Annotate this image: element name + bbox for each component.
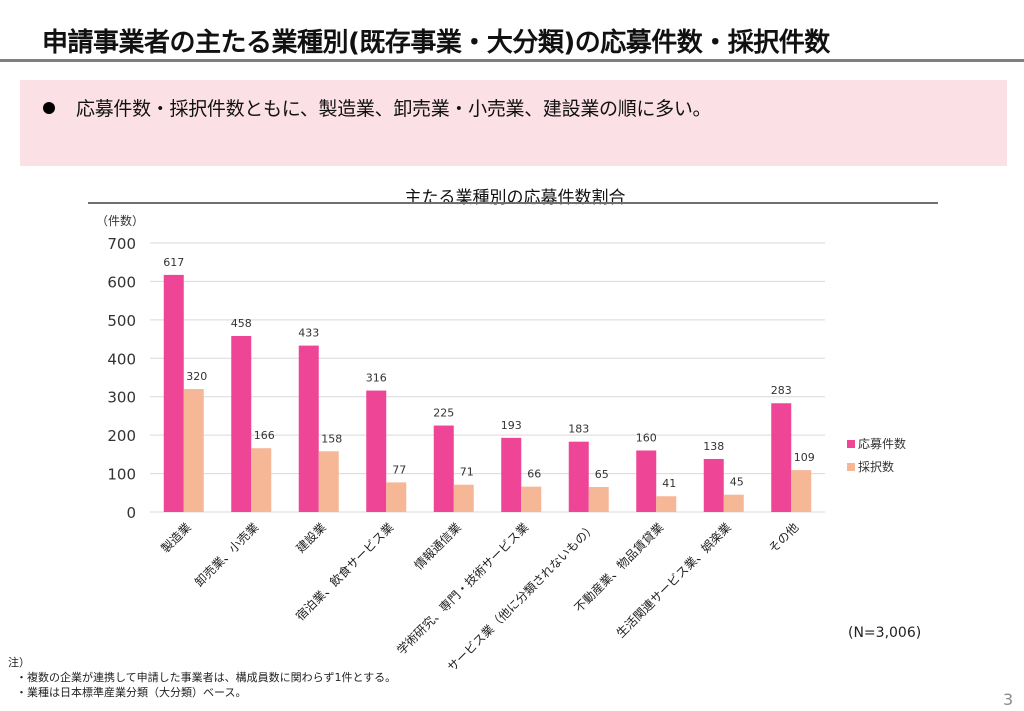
note-line: ・複数の企業が連携して申請した事業者は、構成員数に関わらず1件とする。: [16, 671, 397, 684]
data-label: 66: [527, 468, 541, 481]
y-tick-label: 700: [107, 235, 136, 253]
sample-size-annotation: (N=3,006): [848, 625, 922, 641]
notes-heading: 注）: [8, 656, 30, 669]
x-tick-label: 製造業: [159, 520, 194, 555]
legend-swatch: [847, 440, 855, 448]
y-tick-label: 100: [107, 466, 136, 484]
bar-adopted: [318, 451, 339, 512]
bar-applications: [163, 274, 184, 512]
y-tick-label: 600: [107, 273, 136, 291]
bar-applications: [501, 437, 522, 512]
data-label: 320: [186, 370, 207, 383]
bar-adopted: [386, 482, 407, 512]
x-tick-label: その他: [766, 520, 801, 555]
y-tick-label: 500: [107, 312, 136, 330]
x-tick-label: 情報通信業: [412, 520, 464, 572]
x-tick-label: サービス業（他に分類されないもの）: [445, 520, 599, 674]
y-axis: 0 100 200 300 400 500 600 700: [107, 235, 136, 522]
data-label: 109: [794, 451, 815, 464]
data-label: 77: [392, 463, 406, 476]
data-label: 193: [501, 419, 522, 432]
bar-adopted: [521, 486, 542, 512]
bar-adopted: [723, 494, 744, 512]
bar-applications: [433, 425, 454, 512]
y-tick-label: 200: [107, 427, 136, 445]
bar-applications: [771, 403, 792, 512]
data-label: 71: [460, 466, 474, 479]
data-label: 316: [366, 372, 387, 385]
data-label: 166: [254, 429, 275, 442]
page-number: 3: [1003, 690, 1014, 709]
y-tick-label: 300: [107, 389, 136, 407]
bar-applications: [366, 390, 387, 512]
data-label: 283: [771, 384, 792, 397]
bars: 617 320 458 166 433 158 316 77 225 71 193 66 183 65 16…: [163, 256, 815, 512]
page-title: 申請事業者の主たる業種別(既存事業・大分類)の応募件数・採択件数: [42, 28, 830, 58]
bar-applications: [636, 450, 657, 512]
bar-adopted: [251, 448, 272, 512]
bar-applications: [231, 335, 252, 512]
chart-title-divider: [88, 202, 938, 204]
data-label: 183: [568, 423, 589, 436]
legend-label: 応募件数: [858, 436, 906, 451]
footnotes: 注） ・複数の企業が連携して申請した事業者は、構成員数に関わらず1件とする。 ・…: [8, 655, 396, 700]
bar-adopted: [453, 484, 474, 512]
bar-applications: [703, 458, 724, 512]
data-label: 41: [662, 477, 676, 490]
x-tick-label: 生活関連サービス業、娯楽業: [614, 520, 734, 640]
bar-applications: [298, 345, 319, 512]
bar-adopted: [588, 487, 609, 512]
legend-swatch: [847, 463, 855, 471]
legend-label: 採択数: [858, 459, 894, 474]
data-label: 433: [298, 327, 319, 340]
summary-callout: 応募件数・採択件数ともに、製造業、卸売業・小売業、建設業の順に多い。: [20, 80, 1007, 166]
summary-text: 応募件数・採択件数ともに、製造業、卸売業・小売業、建設業の順に多い。: [76, 98, 712, 120]
y-tick-label: 0: [126, 504, 136, 522]
data-label: 160: [636, 432, 657, 445]
bar-applications: [568, 441, 589, 512]
x-tick-label: 学術研究、専門・技術サービス業: [393, 520, 531, 658]
data-label: 225: [433, 407, 454, 420]
x-tick-label: 卸売業、小売業: [191, 520, 261, 590]
note-line: ・業種は日本標準産業分類（大分類）ベース。: [16, 686, 247, 699]
data-label: 158: [321, 432, 342, 445]
title-divider: [0, 59, 1024, 62]
bar-adopted: [656, 496, 677, 512]
bar-adopted: [183, 389, 204, 512]
data-label: 458: [231, 317, 252, 330]
data-label: 65: [595, 468, 609, 481]
bullet-icon: [43, 102, 55, 114]
bar-adopted: [791, 470, 812, 512]
data-label: 138: [703, 440, 724, 453]
y-axis-label: （件数）: [96, 213, 144, 228]
data-label: 617: [163, 256, 184, 269]
x-tick-label: 建設業: [293, 520, 329, 556]
y-tick-label: 400: [107, 350, 136, 368]
data-label: 45: [730, 476, 744, 489]
